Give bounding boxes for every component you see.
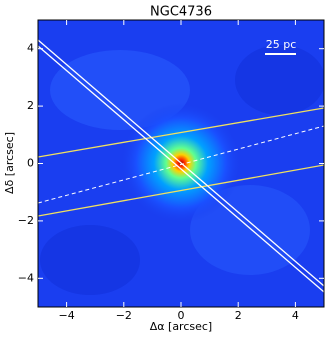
slit-edge [38,45,324,293]
slit-edge [38,107,324,158]
x-tick-label: −4 [58,309,74,322]
slit-axis [38,125,324,204]
y-tick-label: −4 [18,271,34,284]
slit-edge [38,39,324,287]
image [38,20,324,307]
y-tick-label: −2 [18,214,34,227]
x-axis-label: Δα [arcsec] [150,320,212,333]
x-tick-label: 2 [235,309,242,322]
y-tick-label: 0 [27,157,34,170]
y-tick-label: 2 [27,99,34,112]
x-tick-label: 4 [292,309,299,322]
chart-title: NGC4736 [150,5,212,20]
x-tick-label: 0 [178,309,185,322]
y-tick-label: 4 [27,42,34,55]
y-axis-label: Δδ [arcsec] [3,132,16,194]
x-tick-label: −2 [116,309,132,322]
slit-edge [38,164,324,217]
scale-label: 25 pc [266,38,297,51]
